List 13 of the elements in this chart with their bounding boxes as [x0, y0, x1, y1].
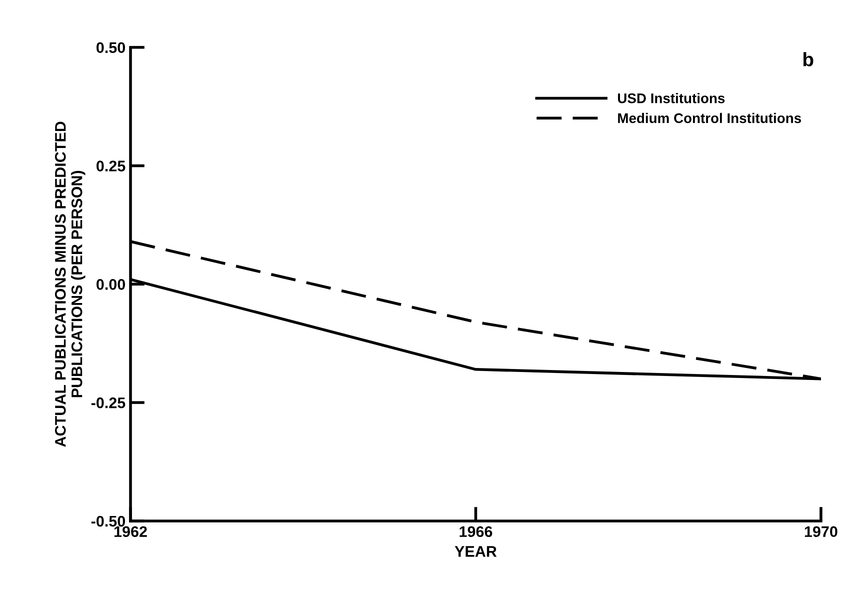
legend-label: USD Institutions	[618, 93, 725, 104]
annotation: b	[803, 52, 814, 66]
x-axis-title: YEAR	[454, 546, 497, 557]
y-tick-label: -0.25	[91, 397, 126, 408]
legend-label: Medium Control Institutions	[618, 112, 801, 124]
y-tick-label: -0.50	[91, 516, 126, 527]
y-tick-label: 0.00	[96, 279, 126, 290]
x-tick-label: 1962	[114, 526, 147, 538]
y-tick-label: 0.25	[96, 160, 126, 172]
x-tick-label: 1970	[804, 526, 838, 538]
y-tick-label: 0.50	[96, 42, 126, 54]
y-axis-title: ACTUAL PUBLICATIONS MINUS PREDICTED PUBLICATIONS (PER PERSON)	[54, 122, 86, 447]
x-tick-label: 1966	[460, 526, 492, 538]
